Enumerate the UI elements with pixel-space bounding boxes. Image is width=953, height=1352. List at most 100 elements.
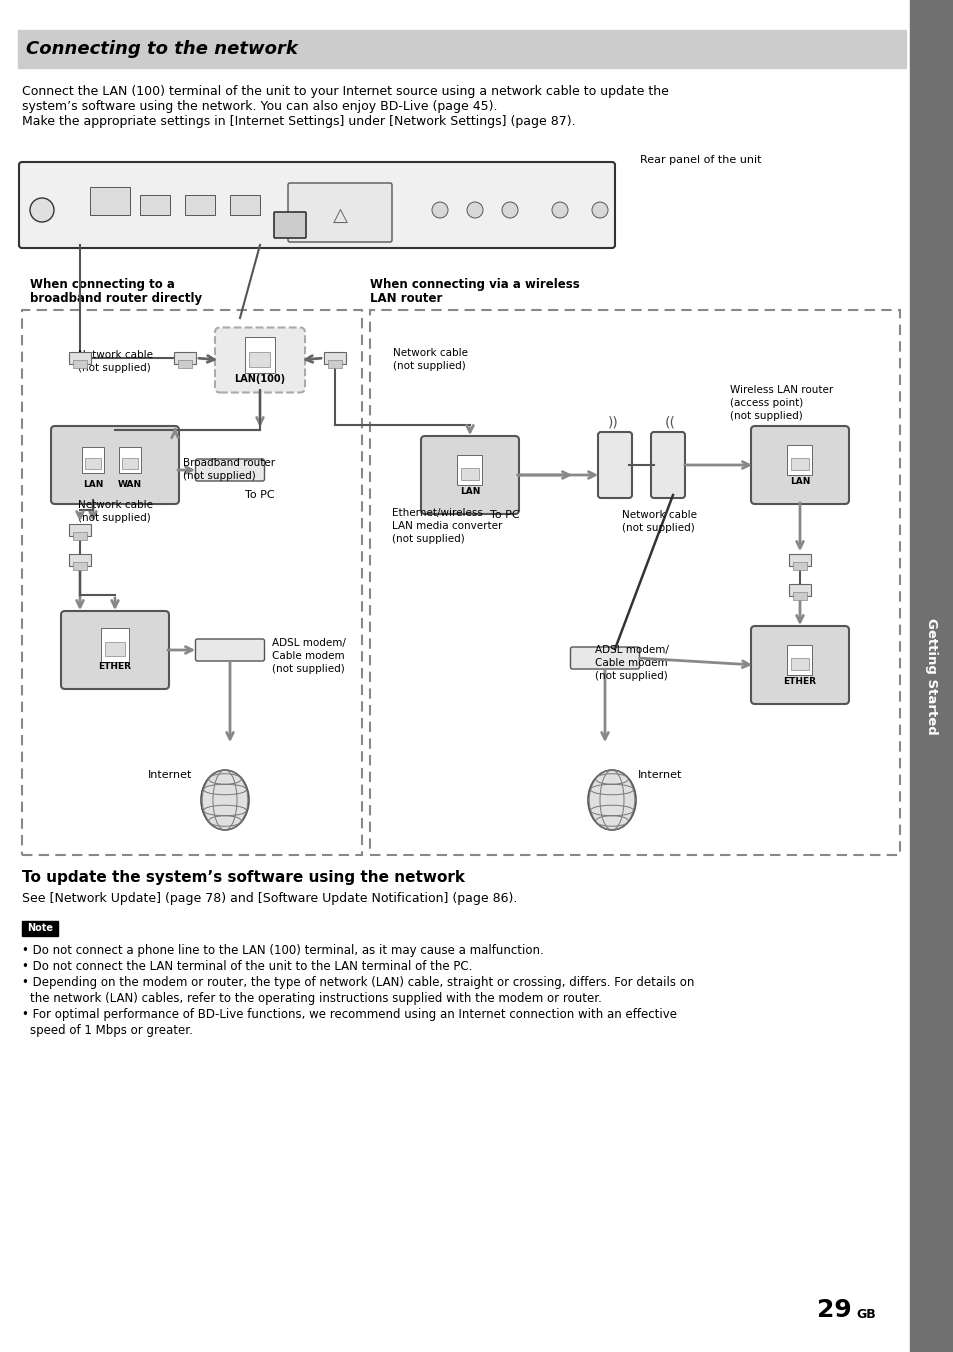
Text: WAN: WAN xyxy=(118,480,142,489)
FancyBboxPatch shape xyxy=(51,426,179,504)
Text: LAN: LAN xyxy=(83,480,103,489)
Bar xyxy=(460,468,478,480)
Text: Make the appropriate settings in [Internet Settings] under [Network Settings] (p: Make the appropriate settings in [Intern… xyxy=(22,115,575,128)
Text: broadband router directly: broadband router directly xyxy=(30,292,202,306)
Text: Ethernet/wireless
LAN media converter
(not supplied): Ethernet/wireless LAN media converter (n… xyxy=(392,508,502,545)
Text: the network (LAN) cables, refer to the operating instructions supplied with the : the network (LAN) cables, refer to the o… xyxy=(30,992,601,1005)
Bar xyxy=(790,457,808,470)
Bar xyxy=(69,554,91,566)
Text: ETHER: ETHER xyxy=(782,677,816,685)
FancyBboxPatch shape xyxy=(420,435,518,514)
Bar xyxy=(328,361,341,368)
Circle shape xyxy=(30,197,54,222)
Text: To PC: To PC xyxy=(490,510,519,521)
Text: GB: GB xyxy=(855,1309,875,1321)
Bar xyxy=(909,0,953,1352)
Bar xyxy=(786,645,812,675)
FancyBboxPatch shape xyxy=(61,611,169,690)
Bar xyxy=(140,195,170,215)
Bar xyxy=(185,195,214,215)
FancyBboxPatch shape xyxy=(650,433,684,498)
Text: LAN router: LAN router xyxy=(370,292,442,306)
Text: ETHER: ETHER xyxy=(98,662,132,671)
FancyBboxPatch shape xyxy=(750,426,848,504)
Text: • Do not connect the LAN terminal of the unit to the LAN terminal of the PC.: • Do not connect the LAN terminal of the… xyxy=(22,960,472,973)
Bar xyxy=(85,458,101,469)
Text: system’s software using the network. You can also enjoy BD-Live (page 45).: system’s software using the network. You… xyxy=(22,100,497,114)
Text: LAN: LAN xyxy=(789,477,809,485)
Text: Getting Started: Getting Started xyxy=(924,618,938,734)
Bar xyxy=(119,446,141,473)
FancyBboxPatch shape xyxy=(750,626,848,704)
Bar xyxy=(250,352,271,366)
FancyBboxPatch shape xyxy=(288,183,392,242)
Text: To update the system’s software using the network: To update the system’s software using th… xyxy=(22,869,464,886)
Bar xyxy=(73,533,87,539)
Text: )): )) xyxy=(607,416,618,430)
FancyBboxPatch shape xyxy=(195,458,264,481)
Text: LAN: LAN xyxy=(459,487,479,496)
Text: ADSL modem/
Cable modem
(not supplied): ADSL modem/ Cable modem (not supplied) xyxy=(595,645,668,681)
Bar xyxy=(69,525,91,535)
Text: • Do not connect a phone line to the LAN (100) terminal, as it may cause a malfu: • Do not connect a phone line to the LAN… xyxy=(22,944,543,957)
Bar xyxy=(173,352,195,364)
Bar xyxy=(230,195,260,215)
Text: To PC: To PC xyxy=(245,489,274,500)
Bar xyxy=(245,337,274,373)
Text: Network cable
(not supplied): Network cable (not supplied) xyxy=(78,500,152,523)
Text: Network cable
(not supplied): Network cable (not supplied) xyxy=(621,510,697,533)
Bar xyxy=(788,584,810,596)
Text: Internet: Internet xyxy=(638,771,681,780)
Bar xyxy=(73,562,87,569)
Text: Network cable
(not supplied): Network cable (not supplied) xyxy=(78,350,152,373)
Circle shape xyxy=(552,201,567,218)
FancyBboxPatch shape xyxy=(598,433,631,498)
Text: LAN(100): LAN(100) xyxy=(234,375,285,384)
Text: △: △ xyxy=(333,206,347,224)
Circle shape xyxy=(592,201,607,218)
Text: 29: 29 xyxy=(817,1298,851,1322)
Text: ((: (( xyxy=(664,416,675,430)
Bar xyxy=(69,352,91,364)
Bar xyxy=(786,445,812,475)
FancyBboxPatch shape xyxy=(214,327,305,392)
FancyBboxPatch shape xyxy=(195,639,264,661)
Bar xyxy=(178,361,192,368)
Text: speed of 1 Mbps or greater.: speed of 1 Mbps or greater. xyxy=(30,1023,193,1037)
Circle shape xyxy=(467,201,482,218)
Bar xyxy=(788,554,810,566)
Bar xyxy=(793,562,805,569)
Bar xyxy=(82,446,104,473)
Bar xyxy=(105,642,125,656)
Text: Connect the LAN (100) terminal of the unit to your Internet source using a netwo: Connect the LAN (100) terminal of the un… xyxy=(22,85,668,97)
Bar xyxy=(790,657,808,671)
Text: ADSL modem/
Cable modem
(not supplied): ADSL modem/ Cable modem (not supplied) xyxy=(272,638,346,675)
Text: Network cable
(not supplied): Network cable (not supplied) xyxy=(393,347,468,372)
Bar xyxy=(457,456,482,485)
Bar xyxy=(22,921,58,936)
Text: Rear panel of the unit: Rear panel of the unit xyxy=(639,155,760,165)
Bar xyxy=(122,458,137,469)
Text: Wireless LAN router
(access point)
(not supplied): Wireless LAN router (access point) (not … xyxy=(729,385,832,422)
FancyBboxPatch shape xyxy=(570,648,639,669)
Bar xyxy=(101,629,129,661)
Text: • For optimal performance of BD-Live functions, we recommend using an Internet c: • For optimal performance of BD-Live fun… xyxy=(22,1009,677,1021)
Bar xyxy=(90,187,130,215)
Bar xyxy=(18,30,905,68)
Text: When connecting to a: When connecting to a xyxy=(30,279,174,291)
Ellipse shape xyxy=(201,771,249,830)
Text: When connecting via a wireless: When connecting via a wireless xyxy=(370,279,579,291)
Circle shape xyxy=(432,201,448,218)
Text: Internet: Internet xyxy=(148,771,193,780)
Text: Connecting to the network: Connecting to the network xyxy=(26,41,297,58)
Text: See [Network Update] (page 78) and [Software Update Notification] (page 86).: See [Network Update] (page 78) and [Soft… xyxy=(22,892,517,904)
Bar xyxy=(73,361,87,368)
Ellipse shape xyxy=(587,771,636,830)
FancyBboxPatch shape xyxy=(274,212,306,238)
Text: Note: Note xyxy=(27,923,53,933)
Circle shape xyxy=(501,201,517,218)
Text: • Depending on the modem or router, the type of network (LAN) cable, straight or: • Depending on the modem or router, the … xyxy=(22,976,694,990)
Bar xyxy=(324,352,346,364)
Bar xyxy=(793,592,805,599)
Text: Broadband router
(not supplied): Broadband router (not supplied) xyxy=(183,458,274,481)
